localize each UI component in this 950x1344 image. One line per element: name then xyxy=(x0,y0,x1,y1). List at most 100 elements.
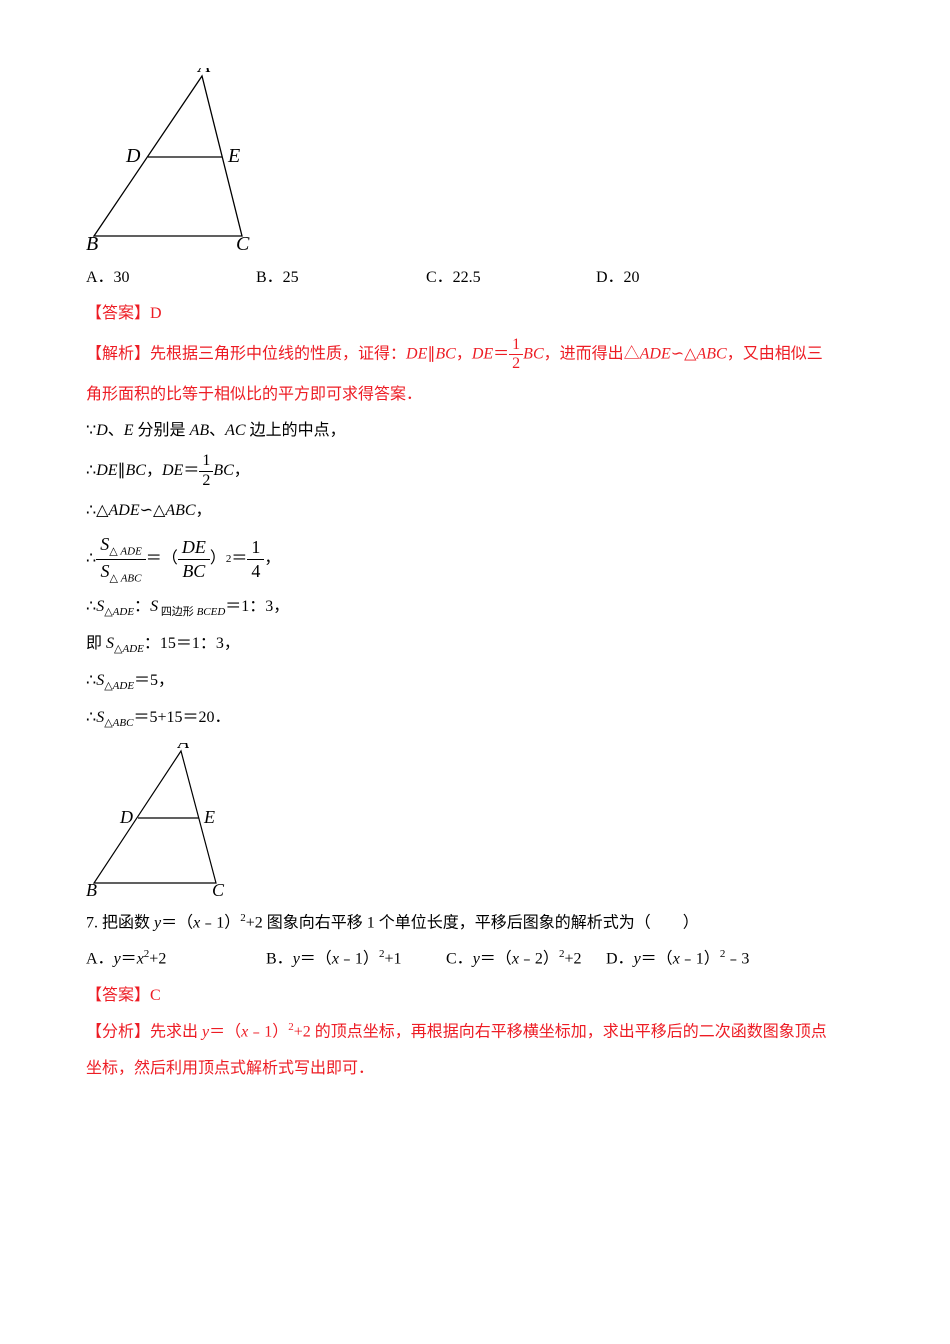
svg-text:D: D xyxy=(119,807,133,827)
q7-stem: 7. 把函数 y＝（x﹣1）2+2 图象向右平移 1 个单位长度，平移后图象的解… xyxy=(86,908,870,939)
text: ﹣3 xyxy=(725,951,749,968)
q6-step-1: ∵D、E 分别是 AB、AC 边上的中点， xyxy=(86,416,870,446)
q7-option-c: C．y＝（x﹣2）2+2 xyxy=(446,944,606,975)
therefore: ∴ xyxy=(86,544,96,574)
therefore: ∴ xyxy=(86,709,96,726)
text: ， xyxy=(146,456,162,486)
text: ﹣1） xyxy=(339,951,379,968)
svg-text:B: B xyxy=(86,233,98,253)
numerator: S△ ADE xyxy=(96,533,146,560)
var-ade: ADE xyxy=(120,545,141,557)
denominator: 2 xyxy=(199,472,213,490)
var-de: DE xyxy=(472,345,493,362)
var-x: x xyxy=(673,951,680,968)
q7-options: A．y＝x2+2 B．y＝（x﹣1）2+1 C．y＝（x﹣2）2+2 D．y＝（… xyxy=(86,944,870,975)
text: ∽△ xyxy=(140,502,166,519)
var-x: x xyxy=(137,951,144,968)
analysis-label: 【分析】 xyxy=(86,1024,150,1041)
therefore: ∴ xyxy=(86,598,96,615)
var-ade: ADE xyxy=(640,345,671,362)
denominator: 2 xyxy=(509,355,523,373)
text: ， xyxy=(196,502,212,519)
eq: ＝ xyxy=(146,544,162,574)
text: ＝（ xyxy=(209,1024,241,1041)
text: ， xyxy=(456,345,472,362)
svg-text:B: B xyxy=(86,880,97,898)
text: ， xyxy=(234,456,250,486)
var-ade: ADE xyxy=(122,643,143,655)
explain-label: 【解析】 xyxy=(86,345,150,362)
lparen: （ xyxy=(162,544,178,574)
label: A． xyxy=(86,951,114,968)
q6-step-6: 即 S△ADE：15＝1：3， xyxy=(86,629,870,660)
q6-explanation-2: 角形面积的比等于相似比的平方即可求得答案． xyxy=(86,380,870,410)
text: ＝1：3， xyxy=(225,598,289,615)
answer-label: 【答案】 xyxy=(86,305,150,322)
frac-half: 12 xyxy=(509,336,523,374)
text: 分别是 xyxy=(134,422,190,439)
tri: △ xyxy=(109,572,117,584)
var-s: S xyxy=(106,635,114,652)
text: ＝5， xyxy=(134,672,174,689)
q6-answer: 【答案】D xyxy=(86,299,870,329)
var-s: S xyxy=(100,534,109,554)
text: ﹣1） xyxy=(680,951,720,968)
text: ﹣1） xyxy=(248,1024,288,1041)
q7-option-a: A．y＝x2+2 xyxy=(86,944,266,975)
text: +2 图象向右平移 1 个单位长度，平移后图象的解析式为（ ） xyxy=(246,914,699,931)
text: 7. 把函数 xyxy=(86,914,154,931)
var-ac: AC xyxy=(225,422,245,439)
frac-quarter: 1 4 xyxy=(247,536,264,582)
var-bc: BC xyxy=(126,456,146,486)
var-d: D xyxy=(96,422,108,439)
var-s: S xyxy=(96,672,104,689)
therefore-tri: ∴△ xyxy=(86,502,108,519)
text: +2 xyxy=(149,951,166,968)
svg-text:A: A xyxy=(177,743,190,752)
triangle-figure-1: A B C D E xyxy=(86,68,261,253)
var-y: y xyxy=(634,951,641,968)
q6-step-5: ∴S△ADE：S 四边形 BCED＝1：3， xyxy=(86,592,870,623)
var-bc: BC xyxy=(213,456,233,486)
numerator: 1 xyxy=(199,452,213,471)
text: ： xyxy=(134,598,150,615)
q6-step-3: ∴△ADE∽△ABC， xyxy=(86,496,870,526)
label: C． xyxy=(446,951,473,968)
q6-step-ratio: ∴ S△ ADE S△ ABC ＝ （ DE BC ）2 ＝ 1 4 ， xyxy=(86,533,870,587)
text: +1 xyxy=(384,951,401,968)
text: ，又由相似三 xyxy=(727,345,823,362)
var-s: S xyxy=(96,709,104,726)
q6-option-c: C．22.5 xyxy=(426,263,596,293)
text-quad: 四边形 xyxy=(158,606,197,618)
q6-explanation-1: 【解析】先根据三角形中位线的性质，证得：DE∥BC，DE＝12BC，进而得出△A… xyxy=(86,336,870,374)
q7-option-d: D．y＝（x﹣1）2﹣3 xyxy=(606,944,786,975)
text: ∥ xyxy=(118,456,126,486)
svg-text:A: A xyxy=(196,68,211,77)
var-abc: ABC xyxy=(121,572,142,584)
text: 边上的中点， xyxy=(246,422,346,439)
text: ＝（ xyxy=(641,951,673,968)
q6-option-a: A．30 xyxy=(86,263,256,293)
eq: ＝ xyxy=(231,544,247,574)
text: 先求出 xyxy=(150,1024,202,1041)
q6-step-7: ∴S△ADE＝5， xyxy=(86,666,870,697)
tri: △ xyxy=(109,545,117,557)
q6-step-8: ∴S△ABC＝5+15＝20． xyxy=(86,703,870,734)
var-x: x xyxy=(332,951,339,968)
therefore: ∴ xyxy=(86,672,96,689)
label: B． xyxy=(266,951,293,968)
q6-step-2: ∴DE∥BC，DE＝12BC， xyxy=(86,452,870,490)
triangle-figure-2: A B C D E xyxy=(86,743,231,898)
text: ∽△ xyxy=(671,345,697,362)
var-bc: BC xyxy=(523,345,543,362)
frac-de-bc: DE BC xyxy=(178,536,210,582)
svg-text:C: C xyxy=(212,880,225,898)
q7-analysis-1: 【分析】先求出 y＝（x﹣1）2+2 的顶点坐标，再根据向右平移横坐标加，求出平… xyxy=(86,1017,870,1048)
svg-text:D: D xyxy=(125,145,141,167)
text: ＝（ xyxy=(300,951,332,968)
numerator: DE xyxy=(178,536,210,560)
var-y: y xyxy=(114,951,121,968)
var-abc: ABC xyxy=(696,345,726,362)
numerator: 1 xyxy=(509,336,523,355)
rparen: ） xyxy=(210,544,226,574)
